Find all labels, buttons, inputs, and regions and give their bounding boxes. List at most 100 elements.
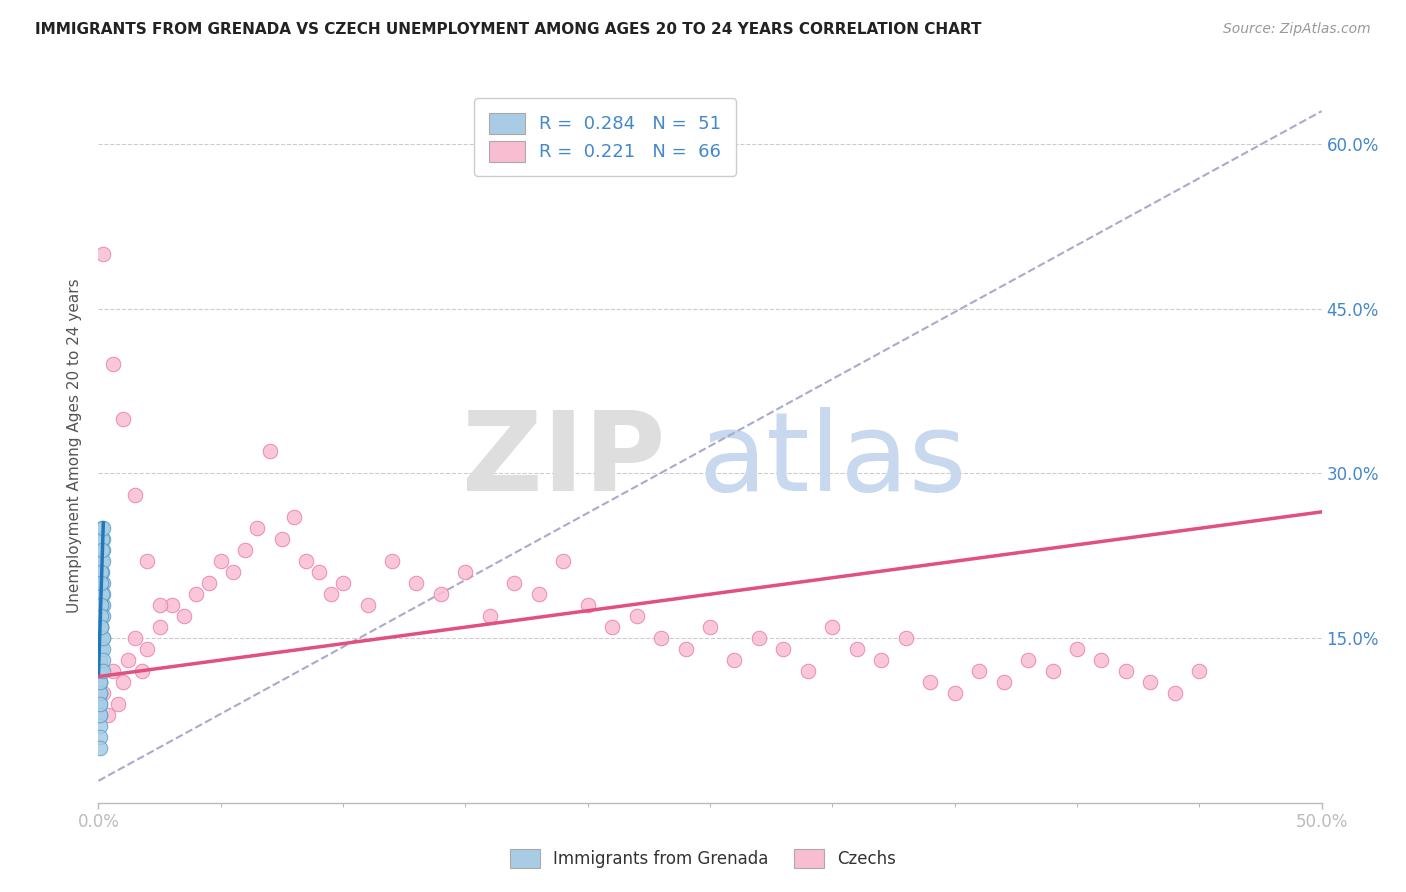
Point bbox=[90, 566, 112, 580]
Point bbox=[149, 598, 172, 612]
Point bbox=[319, 587, 342, 601]
Point bbox=[576, 598, 599, 612]
Point bbox=[90, 554, 112, 568]
Point bbox=[967, 664, 990, 678]
Point bbox=[90, 598, 112, 612]
Point bbox=[91, 631, 114, 645]
Text: IMMIGRANTS FROM GRENADA VS CZECH UNEMPLOYMENT AMONG AGES 20 TO 24 YEARS CORRELAT: IMMIGRANTS FROM GRENADA VS CZECH UNEMPLO… bbox=[35, 22, 981, 37]
Point bbox=[91, 598, 114, 612]
Point bbox=[90, 620, 112, 634]
Point bbox=[90, 609, 112, 624]
Point bbox=[650, 631, 672, 645]
Point bbox=[283, 510, 305, 524]
Y-axis label: Unemployment Among Ages 20 to 24 years: Unemployment Among Ages 20 to 24 years bbox=[66, 278, 82, 614]
Point bbox=[97, 708, 120, 723]
Point bbox=[117, 653, 139, 667]
Point bbox=[993, 675, 1015, 690]
Point bbox=[90, 620, 112, 634]
Point bbox=[894, 631, 917, 645]
Point bbox=[91, 554, 114, 568]
Point bbox=[91, 642, 114, 657]
Point bbox=[124, 631, 146, 645]
Point bbox=[89, 708, 111, 723]
Point bbox=[90, 620, 112, 634]
Point bbox=[1066, 642, 1088, 657]
Point bbox=[90, 566, 112, 580]
Point bbox=[186, 587, 208, 601]
Legend: R =  0.284   N =  51, R =  0.221   N =  66: R = 0.284 N = 51, R = 0.221 N = 66 bbox=[474, 98, 735, 176]
Point bbox=[1188, 664, 1211, 678]
Point bbox=[91, 631, 114, 645]
Point bbox=[91, 554, 114, 568]
Point bbox=[1090, 653, 1112, 667]
Point bbox=[527, 587, 550, 601]
Point bbox=[89, 587, 111, 601]
Point bbox=[381, 554, 404, 568]
Point bbox=[89, 697, 111, 711]
Point bbox=[91, 664, 114, 678]
Point bbox=[89, 675, 111, 690]
Point bbox=[332, 576, 354, 591]
Point bbox=[723, 653, 745, 667]
Point bbox=[246, 521, 269, 535]
Point bbox=[1164, 686, 1187, 700]
Point bbox=[91, 686, 114, 700]
Point bbox=[91, 609, 114, 624]
Point bbox=[797, 664, 820, 678]
Point bbox=[91, 521, 114, 535]
Point bbox=[89, 686, 111, 700]
Point bbox=[101, 664, 124, 678]
Point bbox=[270, 533, 294, 547]
Point bbox=[870, 653, 893, 667]
Point bbox=[1115, 664, 1137, 678]
Point bbox=[90, 642, 112, 657]
Point bbox=[91, 543, 114, 558]
Point bbox=[136, 554, 159, 568]
Point bbox=[356, 598, 378, 612]
Point bbox=[295, 554, 318, 568]
Point bbox=[626, 609, 648, 624]
Point bbox=[197, 576, 219, 591]
Point bbox=[111, 411, 134, 425]
Point bbox=[89, 740, 111, 755]
Text: ZIP: ZIP bbox=[461, 407, 665, 514]
Point bbox=[90, 576, 112, 591]
Point bbox=[1042, 664, 1064, 678]
Point bbox=[160, 598, 183, 612]
Text: atlas: atlas bbox=[699, 407, 966, 514]
Point bbox=[173, 609, 195, 624]
Point bbox=[90, 576, 112, 591]
Point bbox=[91, 533, 114, 547]
Point bbox=[600, 620, 623, 634]
Point bbox=[748, 631, 770, 645]
Point bbox=[503, 576, 526, 591]
Point bbox=[821, 620, 844, 634]
Point bbox=[89, 653, 111, 667]
Point bbox=[308, 566, 330, 580]
Point bbox=[91, 587, 114, 601]
Point bbox=[124, 488, 146, 502]
Point bbox=[89, 631, 111, 645]
Point bbox=[91, 247, 114, 261]
Point bbox=[91, 543, 114, 558]
Point bbox=[107, 697, 129, 711]
Point bbox=[845, 642, 868, 657]
Point bbox=[91, 653, 114, 667]
Point bbox=[1139, 675, 1161, 690]
Point bbox=[222, 566, 245, 580]
Point bbox=[943, 686, 966, 700]
Point bbox=[920, 675, 942, 690]
Point bbox=[772, 642, 794, 657]
Point bbox=[90, 598, 112, 612]
Point bbox=[89, 730, 111, 744]
Point bbox=[89, 675, 111, 690]
Point bbox=[90, 576, 112, 591]
Point bbox=[91, 521, 114, 535]
Point bbox=[91, 533, 114, 547]
Point bbox=[89, 719, 111, 733]
Legend: Immigrants from Grenada, Czechs: Immigrants from Grenada, Czechs bbox=[503, 843, 903, 875]
Point bbox=[89, 686, 111, 700]
Point bbox=[478, 609, 501, 624]
Point bbox=[90, 620, 112, 634]
Point bbox=[91, 587, 114, 601]
